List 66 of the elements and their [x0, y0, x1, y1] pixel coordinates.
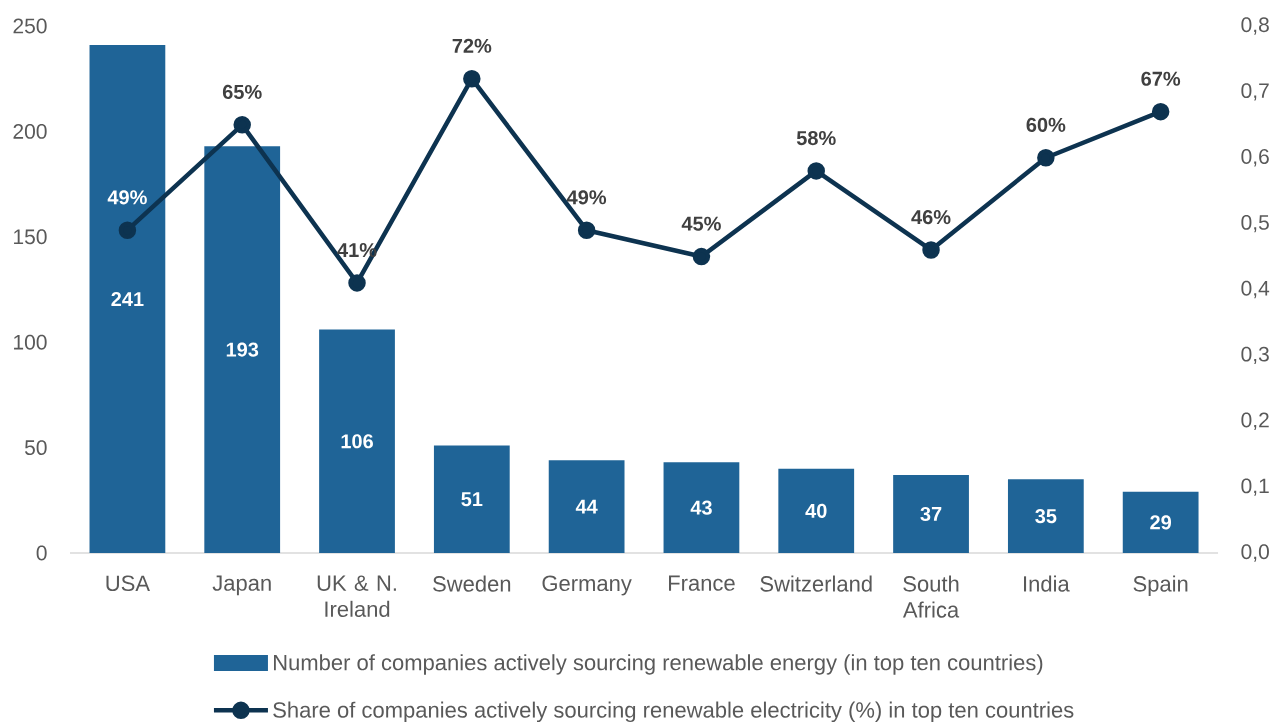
data-label: 60%	[1026, 117, 1066, 132]
data-label: 29	[1150, 515, 1172, 530]
x-tick-label: Sweden	[433, 575, 511, 592]
y2-tick-label: 0,1	[1241, 478, 1269, 496]
bar	[1007, 479, 1084, 553]
x-tick-label: Spain	[1133, 575, 1188, 597]
data-label: 72%	[452, 38, 492, 53]
point	[463, 69, 481, 88]
x-tick-label: USA	[106, 575, 150, 592]
y-tick-label: 200	[13, 123, 47, 139]
point	[1037, 149, 1055, 167]
bar	[778, 468, 855, 553]
point	[922, 241, 940, 259]
x-tick-label: Switzerland	[760, 575, 872, 592]
bar	[204, 146, 281, 553]
point	[692, 247, 711, 266]
y2-tick-label: 0,0	[1241, 544, 1269, 562]
y2-tick-label: 0,8	[1241, 17, 1269, 35]
y-tick-label: 150	[14, 229, 47, 245]
data-label: 58%	[796, 130, 836, 146]
data-label: 37	[920, 506, 942, 522]
y2-tick-label: 0,5	[1241, 214, 1269, 233]
y2-tick-label: 0,2	[1241, 412, 1269, 430]
y2-tick-label: 0,3	[1241, 346, 1269, 365]
bar	[89, 44, 166, 553]
bar	[319, 329, 395, 553]
x-tick-label: France	[669, 575, 735, 591]
y-tick-label: 50	[24, 440, 47, 456]
bar	[1122, 491, 1199, 553]
point	[1151, 102, 1170, 121]
data-label: 35	[1035, 509, 1057, 524]
legend-label: Number of companies actively sourcing renewable energy (in top ten countries)	[274, 654, 1043, 675]
data-label: 65%	[222, 84, 262, 100]
x-tick-label: Japan	[212, 575, 271, 596]
y-tick-label: 250	[13, 18, 47, 34]
x-tick-label: Germany	[542, 575, 632, 596]
x-tick-label: South Africa	[902, 575, 960, 618]
point	[118, 221, 137, 239]
y-tick-label: 0	[36, 545, 47, 561]
bar	[893, 475, 969, 553]
data-label: 45%	[681, 216, 721, 231]
y2-tick-label: 0,7	[1241, 83, 1269, 101]
data-label: 40	[805, 503, 827, 518]
y2-tick-label: 0,6	[1241, 149, 1269, 167]
data-label: 46%	[911, 210, 951, 225]
bar	[663, 462, 740, 553]
x-tick-label: UK & N. Ireland	[317, 575, 396, 617]
point	[807, 162, 825, 180]
y-tick-label: 100	[14, 334, 47, 350]
data-label: 67%	[1141, 71, 1181, 86]
bar	[433, 445, 510, 553]
point	[233, 116, 251, 134]
data-label: 43	[690, 500, 712, 515]
x-tick-label: India	[1024, 575, 1070, 592]
data-label: 241	[111, 292, 144, 306]
legend-label: Share of companies actively sourcing renewable electricity (%) in top ten countries	[273, 701, 1074, 723]
data-label: 193	[226, 342, 259, 357]
bar	[548, 460, 625, 553]
data-label: 49%	[566, 190, 607, 205]
data-label: 44	[575, 499, 598, 514]
data-label: 106	[341, 434, 373, 449]
y2-tick-label: 0,4	[1241, 280, 1270, 299]
data-label: 49%	[107, 190, 147, 205]
data-label: 51	[461, 492, 483, 507]
point	[577, 221, 596, 239]
point	[348, 274, 366, 292]
